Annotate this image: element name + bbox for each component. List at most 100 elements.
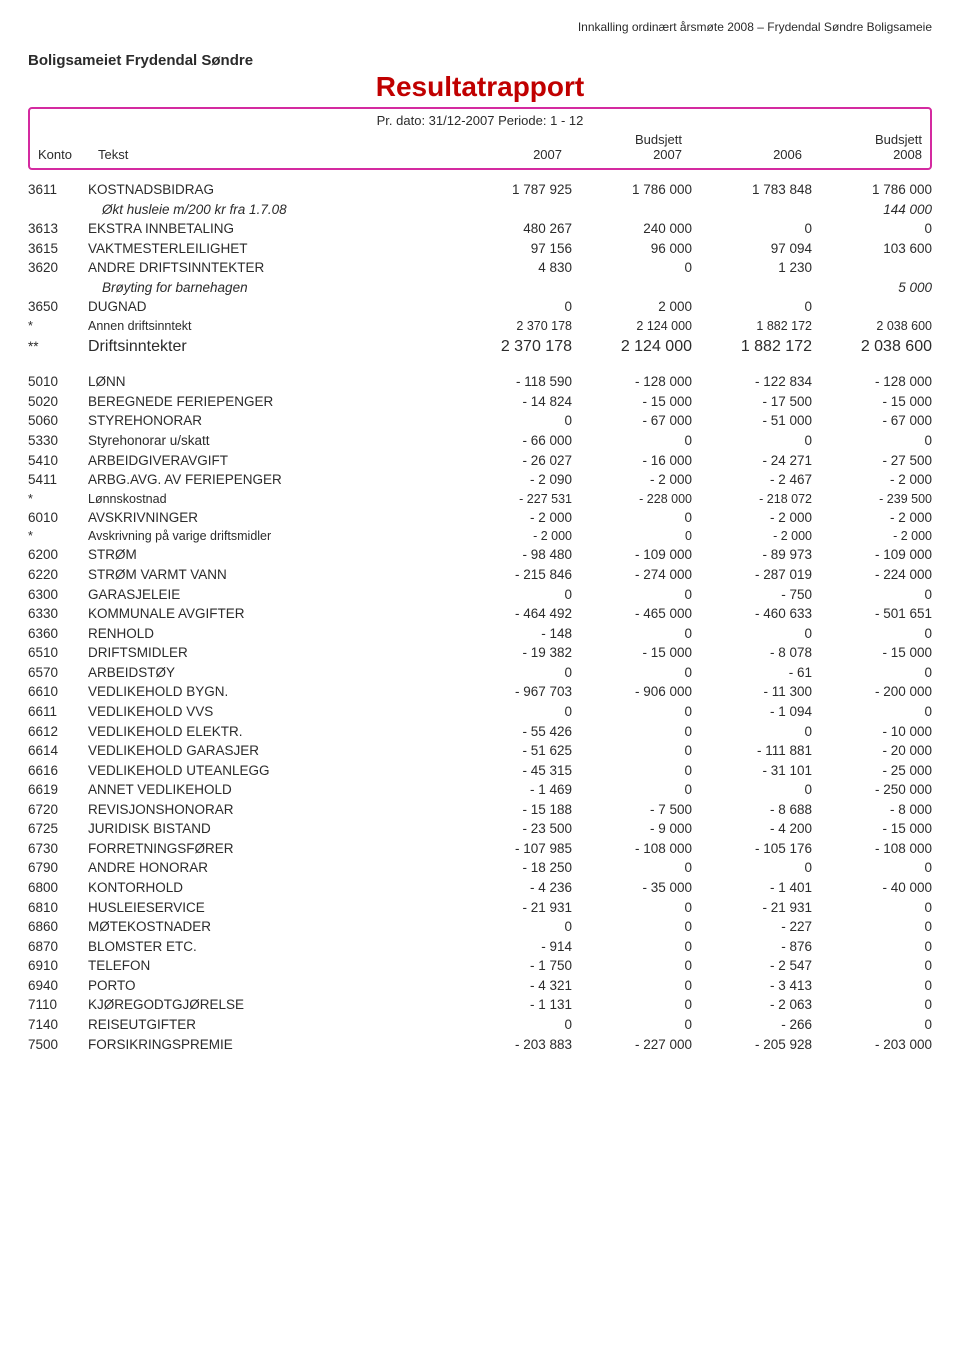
row-konto: 6614 [28, 741, 88, 761]
row-konto: 7110 [28, 995, 88, 1015]
row-c4: 0 [812, 585, 932, 605]
row-c3: - 227 [692, 917, 812, 937]
row-c2: 0 [572, 527, 692, 545]
row-konto: 6870 [28, 937, 88, 957]
row-c4: 0 [812, 917, 932, 937]
row-c2: 0 [572, 937, 692, 957]
row-c4: - 27 500 [812, 451, 932, 471]
doc-reference: Innkalling ordinært årsmøte 2008 – Fryde… [28, 20, 932, 34]
row-c1: - 1 469 [452, 780, 572, 800]
row-c1: - 18 250 [452, 858, 572, 878]
row-c3: - 287 019 [692, 565, 812, 585]
table-row: 6860MØTEKOSTNADER00- 2270 [28, 917, 932, 937]
col-2007b: 2007 [562, 147, 682, 162]
row-konto: 6360 [28, 624, 88, 644]
row-c3: - 2 000 [692, 527, 812, 545]
table-row: 6614VEDLIKEHOLD GARASJER- 51 6250- 111 8… [28, 741, 932, 761]
table-row: 5060STYREHONORAR0- 67 000- 51 000- 67 00… [28, 411, 932, 431]
row-c4: 0 [812, 858, 932, 878]
table-row: 7500FORSIKRINGSPREMIE- 203 883- 227 000-… [28, 1035, 932, 1055]
row-c2: 0 [572, 585, 692, 605]
row-c3: - 51 000 [692, 411, 812, 431]
row-c2: 0 [572, 741, 692, 761]
row-c4: 0 [812, 1015, 932, 1035]
row-konto: 6616 [28, 761, 88, 781]
row-c1: - 2 000 [452, 527, 572, 545]
row-c4: 0 [812, 219, 932, 239]
row-c2: 0 [572, 780, 692, 800]
row-c3: - 31 101 [692, 761, 812, 781]
row-c2: 2 000 [572, 297, 692, 317]
row-c3: 0 [692, 297, 812, 317]
row-konto: 3620 [28, 258, 88, 278]
row-konto: 5410 [28, 451, 88, 471]
row-konto: 6910 [28, 956, 88, 976]
row-c1: - 14 824 [452, 392, 572, 412]
table-row: 6810HUSLEIESERVICE- 21 9310- 21 9310 [28, 898, 932, 918]
row-text: ARBG.AVG. AV FERIEPENGER [88, 470, 452, 490]
row-konto: 3611 [28, 180, 88, 200]
row-text: REISEUTGIFTER [88, 1015, 452, 1035]
row-c3: - 750 [692, 585, 812, 605]
table-row: *Lønnskostnad- 227 531- 228 000- 218 072… [28, 490, 932, 508]
table-row: 5010LØNN- 118 590- 128 000- 122 834- 128… [28, 372, 932, 392]
row-c4: 5 000 [812, 278, 932, 298]
table-row: Økt husleie m/200 kr fra 1.7.08144 000 [28, 200, 932, 220]
row-c3: - 4 200 [692, 819, 812, 839]
table-row: 6730FORRETNINGSFØRER- 107 985- 108 000- … [28, 839, 932, 859]
row-c4: 0 [812, 431, 932, 451]
row-c3: 1 230 [692, 258, 812, 278]
row-c2: 2 124 000 [572, 335, 692, 358]
row-c2: 0 [572, 663, 692, 683]
row-konto: 5010 [28, 372, 88, 392]
row-c3: - 2 000 [692, 508, 812, 528]
row-konto: 6800 [28, 878, 88, 898]
row-c4: - 501 651 [812, 604, 932, 624]
row-c1: 0 [452, 663, 572, 683]
row-konto: 6790 [28, 858, 88, 878]
row-text: VAKTMESTERLEILIGHET [88, 239, 452, 259]
row-c3: - 21 931 [692, 898, 812, 918]
row-c4: - 67 000 [812, 411, 932, 431]
row-c4: - 203 000 [812, 1035, 932, 1055]
row-c4: - 8 000 [812, 800, 932, 820]
row-text: DUGNAD [88, 297, 452, 317]
row-c3: 1 783 848 [692, 180, 812, 200]
row-c3: 97 094 [692, 239, 812, 259]
row-c4: 0 [812, 702, 932, 722]
row-text: GARASJELEIE [88, 585, 452, 605]
row-text: VEDLIKEHOLD ELEKTR. [88, 722, 452, 742]
row-konto: 7500 [28, 1035, 88, 1055]
row-c1: 4 830 [452, 258, 572, 278]
row-c1: 1 787 925 [452, 180, 572, 200]
row-c1: - 26 027 [452, 451, 572, 471]
row-c4: 103 600 [812, 239, 932, 259]
row-c2: - 109 000 [572, 545, 692, 565]
row-c3: - 2 063 [692, 995, 812, 1015]
table-row: 3650DUGNAD02 0000 [28, 297, 932, 317]
row-text: Annen driftsinntekt [88, 317, 452, 335]
row-c1: - 227 531 [452, 490, 572, 508]
row-c1: - 66 000 [452, 431, 572, 451]
row-c4: - 108 000 [812, 839, 932, 859]
row-c1: - 19 382 [452, 643, 572, 663]
row-c3: 0 [692, 431, 812, 451]
row-c4: 0 [812, 937, 932, 957]
row-c1: - 148 [452, 624, 572, 644]
row-konto: 5020 [28, 392, 88, 412]
table-row: 6619ANNET VEDLIKEHOLD- 1 46900- 250 000 [28, 780, 932, 800]
row-c3: 0 [692, 858, 812, 878]
row-text: ANDRE DRIFTSINNTEKTER [88, 258, 452, 278]
row-c2: 0 [572, 702, 692, 722]
row-konto: 3615 [28, 239, 88, 259]
col-tekst: Tekst [98, 147, 442, 162]
row-konto: 5060 [28, 411, 88, 431]
row-c3: 0 [692, 624, 812, 644]
row-c4: 0 [812, 976, 932, 996]
row-text: PORTO [88, 976, 452, 996]
row-c2: 0 [572, 761, 692, 781]
row-c1: - 2 090 [452, 470, 572, 490]
row-c4: - 2 000 [812, 527, 932, 545]
row-c1: 97 156 [452, 239, 572, 259]
row-c4: 144 000 [812, 200, 932, 220]
